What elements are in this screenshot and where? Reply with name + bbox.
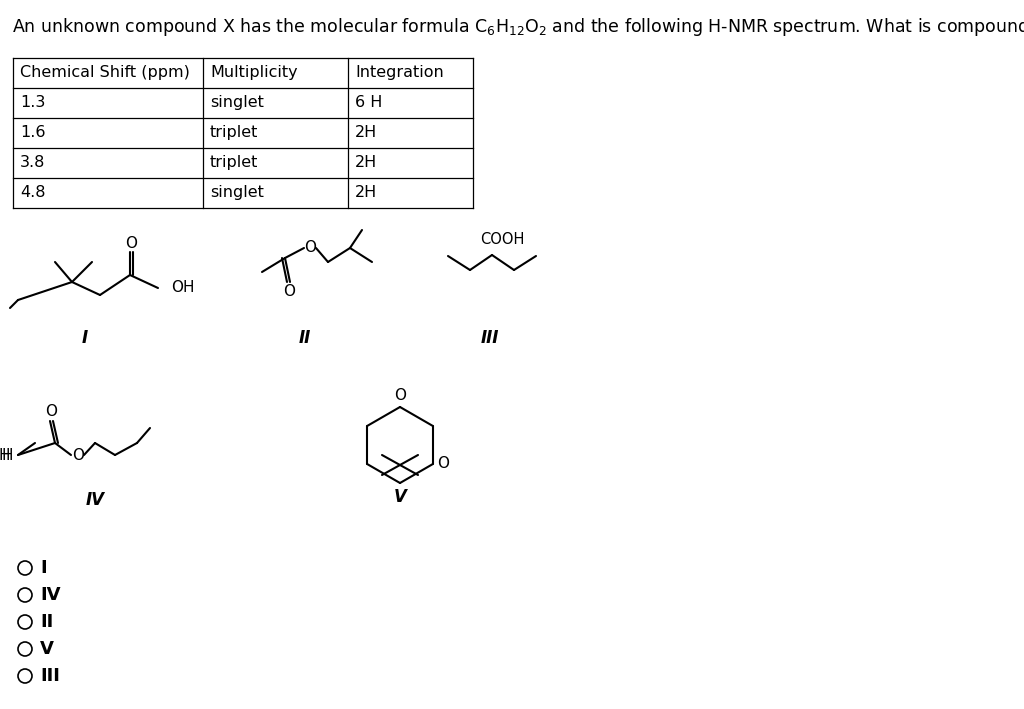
Text: II: II — [40, 613, 53, 631]
Text: I: I — [40, 559, 47, 577]
Text: O: O — [304, 240, 316, 255]
Text: III: III — [40, 667, 59, 685]
Text: O: O — [283, 284, 295, 299]
Text: II: II — [299, 329, 311, 347]
Text: Chemical Shift (ppm): Chemical Shift (ppm) — [20, 65, 189, 80]
Text: O: O — [45, 405, 57, 420]
Text: singlet: singlet — [210, 185, 264, 200]
Text: Multiplicity: Multiplicity — [210, 65, 298, 80]
Text: III: III — [481, 329, 499, 347]
Text: 1.6: 1.6 — [20, 125, 45, 140]
Text: COOH: COOH — [480, 233, 524, 247]
Text: V: V — [393, 488, 407, 506]
Text: OH: OH — [171, 281, 195, 296]
Text: triplet: triplet — [210, 125, 258, 140]
Text: O: O — [125, 237, 137, 252]
Text: IV: IV — [40, 586, 60, 604]
Text: 2H: 2H — [355, 125, 377, 140]
Text: triplet: triplet — [210, 155, 258, 170]
Text: An unknown compound X has the molecular formula C$_6$H$_{12}$O$_2$ and the follo: An unknown compound X has the molecular … — [12, 16, 1024, 38]
Text: O: O — [394, 389, 406, 403]
Text: 2H: 2H — [355, 155, 377, 170]
Text: 2H: 2H — [355, 185, 377, 200]
Text: 1.3: 1.3 — [20, 95, 45, 110]
Text: V: V — [40, 640, 54, 658]
Text: IV: IV — [85, 491, 104, 509]
Text: I: I — [82, 329, 88, 347]
Text: 4.8: 4.8 — [20, 185, 45, 200]
Text: O: O — [437, 457, 449, 471]
Text: Integration: Integration — [355, 65, 443, 80]
Text: singlet: singlet — [210, 95, 264, 110]
Text: H: H — [0, 447, 10, 462]
Text: 3.8: 3.8 — [20, 155, 45, 170]
Text: H: H — [1, 447, 13, 462]
Text: O: O — [72, 447, 84, 462]
Text: 6 H: 6 H — [355, 95, 382, 110]
